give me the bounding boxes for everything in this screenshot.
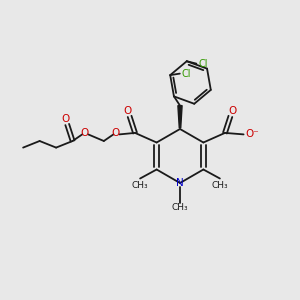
Text: O⁻: O⁻ xyxy=(245,129,259,140)
Text: O: O xyxy=(111,128,120,138)
Text: O: O xyxy=(228,106,237,116)
Text: O: O xyxy=(123,106,132,116)
Text: N: N xyxy=(176,178,184,188)
Text: CH₃: CH₃ xyxy=(172,203,188,212)
Text: Cl: Cl xyxy=(198,58,208,69)
Text: Cl: Cl xyxy=(182,69,191,79)
Text: CH₃: CH₃ xyxy=(212,181,228,190)
Text: O: O xyxy=(61,114,69,124)
Text: O: O xyxy=(80,128,88,138)
Text: CH₃: CH₃ xyxy=(132,181,148,190)
Polygon shape xyxy=(178,106,182,128)
